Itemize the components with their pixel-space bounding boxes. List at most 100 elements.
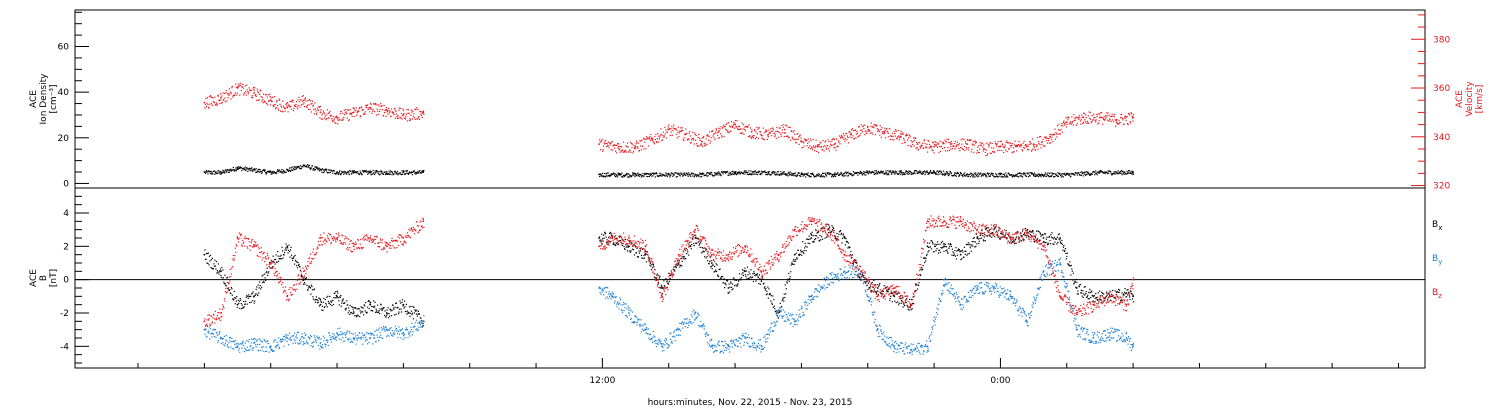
data-point (332, 299, 334, 302)
data-point (644, 172, 647, 175)
data-point (245, 168, 247, 170)
data-point (365, 106, 367, 108)
data-point (1057, 133, 1059, 135)
data-point (610, 174, 612, 176)
data-point (661, 139, 663, 142)
data-point (991, 147, 993, 149)
data-point (1012, 151, 1014, 153)
data-point (959, 150, 961, 152)
data-point (910, 173, 912, 176)
data-point (245, 169, 247, 171)
data-point (1093, 171, 1095, 173)
data-point (989, 142, 991, 144)
data-point (270, 173, 272, 175)
data-point (751, 276, 754, 278)
data-point (712, 130, 714, 132)
data-point (384, 109, 387, 111)
data-point (1092, 120, 1094, 122)
data-point (278, 346, 281, 348)
data-point (341, 170, 343, 173)
data-point (925, 258, 927, 260)
data-point (1039, 173, 1041, 176)
data-point (698, 244, 700, 246)
data-point (776, 173, 778, 175)
data-point (275, 345, 277, 348)
data-point (983, 173, 985, 175)
data-point (924, 173, 926, 176)
data-point (648, 259, 651, 261)
data-point (763, 282, 765, 284)
data-point (1007, 142, 1009, 144)
data-point (858, 126, 860, 128)
data-point (252, 291, 254, 293)
data-point (407, 173, 410, 175)
data-point (859, 172, 861, 175)
data-point (716, 172, 718, 174)
data-point (286, 105, 288, 107)
data-point (264, 339, 266, 342)
data-point (331, 119, 333, 121)
y2-tick-label: 380 (1433, 35, 1450, 45)
data-point (279, 340, 281, 342)
data-point (363, 113, 365, 115)
data-point (881, 127, 883, 129)
data-point (979, 234, 981, 237)
data-point (640, 174, 642, 176)
data-point (877, 170, 879, 173)
data-point (706, 143, 708, 145)
data-point (783, 135, 785, 138)
data-point (628, 176, 631, 178)
data-point (207, 103, 209, 106)
data-point (423, 170, 425, 172)
data-point (643, 148, 645, 150)
data-point (998, 172, 1000, 175)
data-point (962, 148, 964, 151)
data-point (1028, 236, 1030, 238)
data-point (704, 145, 706, 147)
data-point (258, 98, 260, 101)
data-point (646, 175, 648, 178)
data-point (377, 104, 379, 106)
data-point (326, 114, 328, 116)
data-point (753, 130, 756, 132)
data-point (773, 172, 775, 174)
data-point (349, 169, 351, 172)
data-point (746, 171, 748, 173)
data-point (759, 173, 761, 176)
data-point (307, 165, 310, 167)
data-point (688, 132, 690, 134)
data-point (616, 174, 618, 176)
data-point (981, 229, 983, 232)
data-point (786, 281, 788, 283)
data-point (747, 171, 749, 174)
data-point (935, 250, 937, 252)
data-point (904, 295, 906, 297)
data-point (250, 301, 252, 303)
data-point (709, 260, 711, 263)
data-point (931, 172, 933, 175)
data-point (977, 238, 979, 240)
data-point (960, 139, 962, 141)
data-point (1129, 298, 1131, 301)
data-point (953, 174, 955, 177)
data-point (623, 248, 626, 250)
data-point (805, 140, 807, 142)
data-point (890, 170, 892, 172)
data-point (701, 137, 703, 139)
data-point (371, 305, 373, 308)
data-point (1127, 289, 1129, 291)
data-point (840, 172, 843, 174)
data-point (271, 349, 273, 351)
data-point (253, 347, 255, 349)
data-point (385, 171, 388, 173)
data-point (369, 170, 371, 172)
data-point (390, 310, 392, 312)
data-point (276, 261, 278, 263)
data-point (247, 297, 249, 299)
data-point (832, 173, 834, 176)
data-point (378, 110, 381, 113)
data-point (858, 171, 860, 174)
data-point (1098, 298, 1100, 300)
data-point (652, 263, 655, 265)
data-point (768, 171, 770, 173)
